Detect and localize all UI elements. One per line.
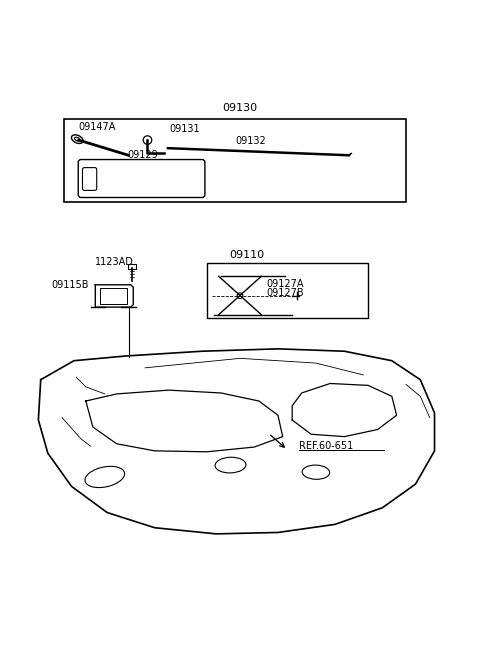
Bar xyxy=(128,265,136,269)
FancyBboxPatch shape xyxy=(83,168,96,191)
Bar xyxy=(64,119,406,202)
Text: 09131: 09131 xyxy=(170,124,201,134)
Text: 09127A: 09127A xyxy=(266,279,303,289)
Text: 09132: 09132 xyxy=(235,136,266,146)
Text: 09110: 09110 xyxy=(229,250,264,259)
Ellipse shape xyxy=(72,135,83,143)
Text: 09115B: 09115B xyxy=(52,280,89,290)
Circle shape xyxy=(237,293,243,299)
Text: 09127B: 09127B xyxy=(266,288,304,298)
Bar xyxy=(207,263,368,318)
Text: 09130: 09130 xyxy=(222,103,258,113)
Text: REF.60-651: REF.60-651 xyxy=(300,441,354,451)
Text: 09129: 09129 xyxy=(127,151,158,160)
Text: 09147A: 09147A xyxy=(78,122,115,132)
Circle shape xyxy=(143,136,152,144)
Text: 1123AD: 1123AD xyxy=(96,257,134,267)
Ellipse shape xyxy=(74,137,80,141)
FancyBboxPatch shape xyxy=(78,160,205,198)
